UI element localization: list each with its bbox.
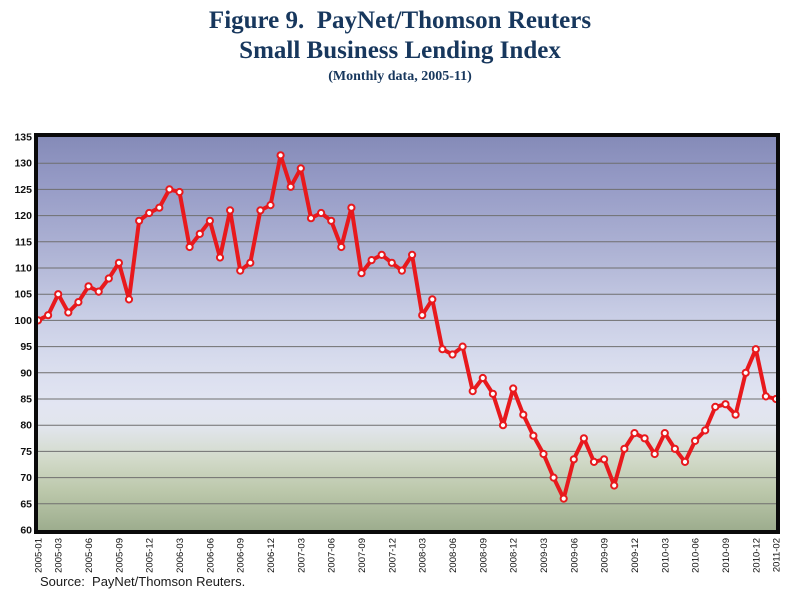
svg-text:65: 65 bbox=[20, 498, 32, 510]
svg-text:125: 125 bbox=[14, 184, 32, 196]
svg-text:2007-03: 2007-03 bbox=[296, 538, 307, 573]
svg-text:2010-12: 2010-12 bbox=[751, 538, 762, 573]
svg-text:60: 60 bbox=[20, 525, 32, 537]
svg-text:2007-09: 2007-09 bbox=[357, 538, 368, 573]
svg-text:2005-09: 2005-09 bbox=[114, 538, 125, 573]
svg-text:95: 95 bbox=[20, 341, 32, 353]
svg-text:2006-06: 2006-06 bbox=[205, 538, 216, 573]
svg-text:2005-12: 2005-12 bbox=[145, 538, 156, 573]
svg-text:80: 80 bbox=[20, 420, 32, 432]
series-markers bbox=[33, 151, 781, 503]
svg-text:2007-12: 2007-12 bbox=[387, 538, 398, 573]
svg-text:2008-06: 2008-06 bbox=[448, 538, 459, 573]
svg-text:2009-06: 2009-06 bbox=[569, 538, 580, 573]
svg-text:120: 120 bbox=[14, 210, 32, 222]
svg-text:2008-12: 2008-12 bbox=[509, 538, 520, 573]
plot-border bbox=[34, 133, 780, 534]
svg-text:115: 115 bbox=[15, 236, 32, 248]
svg-text:2005-03: 2005-03 bbox=[54, 538, 65, 573]
svg-text:2010-06: 2010-06 bbox=[691, 538, 702, 573]
svg-text:2010-09: 2010-09 bbox=[721, 538, 732, 573]
svg-text:2011-02: 2011-02 bbox=[772, 538, 783, 572]
svg-text:2006-09: 2006-09 bbox=[236, 538, 247, 573]
svg-text:100: 100 bbox=[14, 315, 32, 327]
svg-text:85: 85 bbox=[20, 394, 32, 406]
svg-text:2008-03: 2008-03 bbox=[418, 538, 429, 573]
svg-text:70: 70 bbox=[20, 472, 32, 484]
svg-text:2009-09: 2009-09 bbox=[600, 538, 611, 573]
svg-text:90: 90 bbox=[20, 367, 32, 379]
svg-text:130: 130 bbox=[14, 158, 32, 170]
svg-text:2010-03: 2010-03 bbox=[660, 538, 671, 573]
figure-title: Figure 9. PayNet/Thomson Reuters Small B… bbox=[0, 6, 800, 86]
svg-text:75: 75 bbox=[20, 446, 32, 458]
svg-text:135: 135 bbox=[14, 132, 32, 144]
source-note: Source: PayNet/Thomson Reuters. bbox=[40, 574, 246, 589]
x-axis-labels: 2005-01 2005-03 2005-06 2005-09 2005-12 2006-… bbox=[34, 538, 783, 573]
svg-text:2008-09: 2008-09 bbox=[478, 538, 489, 573]
svg-text:2006-12: 2006-12 bbox=[266, 538, 277, 573]
svg-text:2009-03: 2009-03 bbox=[539, 538, 550, 573]
svg-text:2007-06: 2007-06 bbox=[327, 538, 338, 573]
svg-text:2009-12: 2009-12 bbox=[630, 538, 641, 573]
svg-text:105: 105 bbox=[14, 289, 32, 301]
svg-text:2005-06: 2005-06 bbox=[84, 538, 95, 573]
figure-subtitle: (Monthly data, 2005-11) bbox=[328, 69, 472, 84]
figure-title-line2: Small Business Lending Index bbox=[239, 37, 561, 64]
figure-title-line1: Figure 9. PayNet/Thomson Reuters bbox=[208, 7, 592, 34]
svg-text:2005-01: 2005-01 bbox=[34, 538, 45, 573]
svg-text:110: 110 bbox=[15, 263, 32, 275]
plot-background bbox=[38, 137, 776, 530]
y-axis-labels: 135 130 125 120 115 110 105 100 95 90 85 80 75 70 65 60 bbox=[14, 132, 32, 537]
svg-text:2006-03: 2006-03 bbox=[175, 538, 186, 573]
